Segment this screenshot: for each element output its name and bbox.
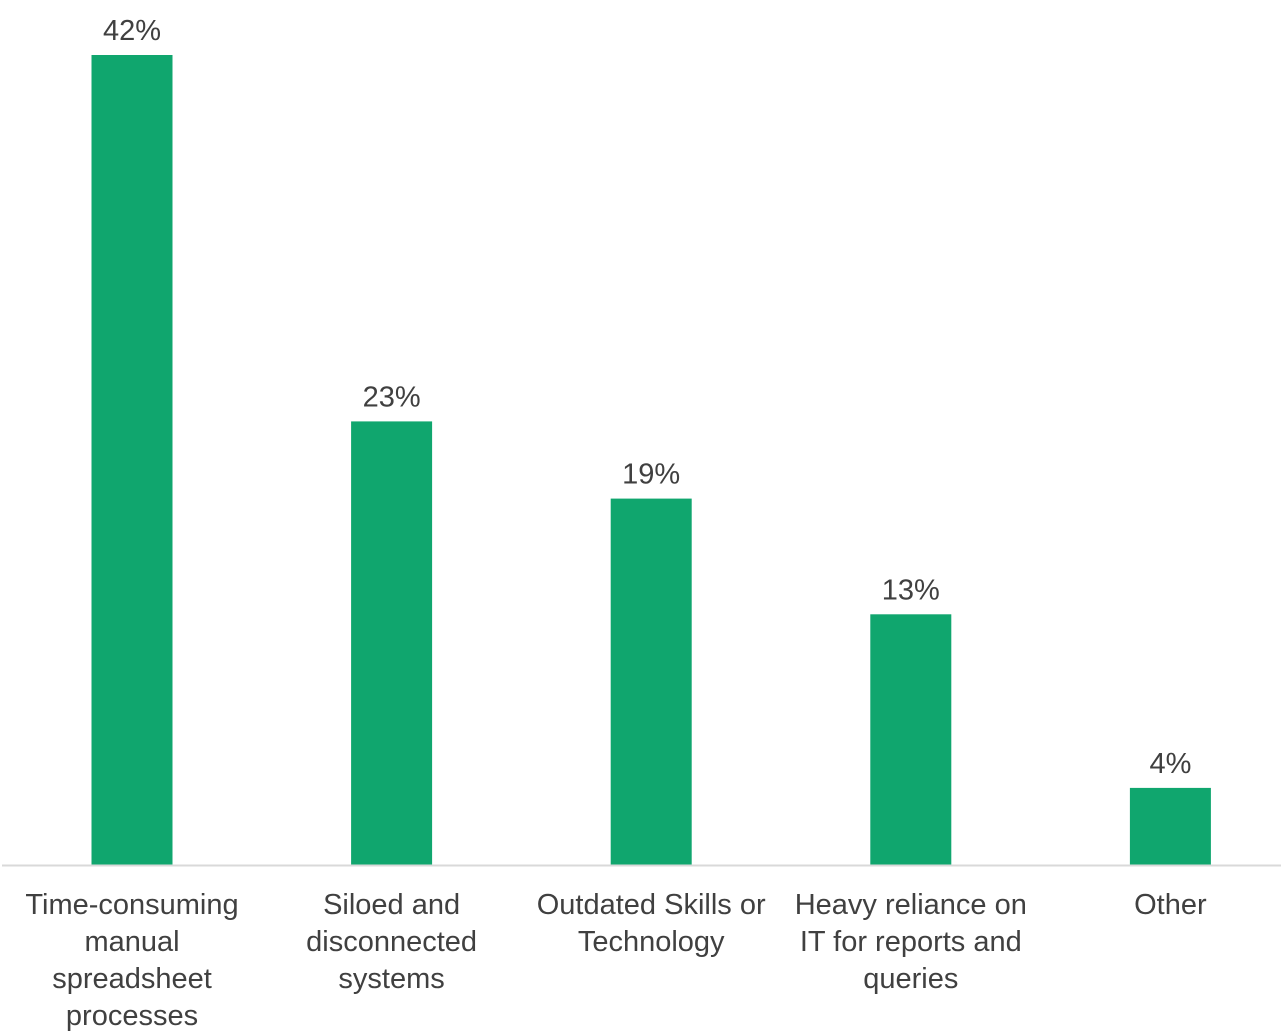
category-label-line: Time-consuming	[25, 889, 238, 921]
category-label-line: Other	[1134, 889, 1207, 921]
bar-1	[91, 55, 173, 865]
category-label-line: Outdated Skills or	[537, 889, 766, 921]
data-label-5: 4%	[1149, 748, 1191, 780]
data-label-4: 13%	[882, 574, 940, 606]
bars-group	[91, 55, 1211, 865]
data-label-3: 19%	[622, 459, 680, 491]
bar-2	[351, 421, 433, 865]
category-label-line: spreadsheet	[52, 963, 212, 995]
category-label-line: manual	[84, 926, 179, 958]
bar-5	[1129, 787, 1211, 865]
category-label-1: Time-consuming manual spreadsheet processes	[25, 889, 238, 1032]
category-label-line: systems	[338, 963, 444, 995]
category-label-4: Heavy reliance on IT for reports and queri…	[795, 889, 1027, 995]
category-label-5: Other	[1134, 889, 1207, 921]
category-label-line: IT for reports and	[800, 926, 1022, 958]
category-label-line: Siloed and	[323, 889, 460, 921]
data-label-2: 23%	[363, 381, 421, 413]
bar-4	[870, 614, 952, 865]
category-label-line: Technology	[578, 926, 725, 958]
data-labels-group: 42% 23% 19% 13% 4%	[103, 15, 1191, 780]
category-label-line: processes	[66, 1000, 198, 1032]
data-label-1: 42%	[103, 15, 161, 47]
bar-3	[610, 498, 692, 865]
category-label-line: queries	[863, 963, 958, 995]
category-label-line: Heavy reliance on	[795, 889, 1027, 921]
category-label-line: disconnected	[306, 926, 477, 958]
category-labels-group: Time-consuming manual spreadsheet processes…	[25, 889, 1207, 1032]
category-label-2: Siloed and disconnected systems	[306, 889, 477, 995]
category-label-3: Outdated Skills or Technology	[537, 889, 766, 958]
